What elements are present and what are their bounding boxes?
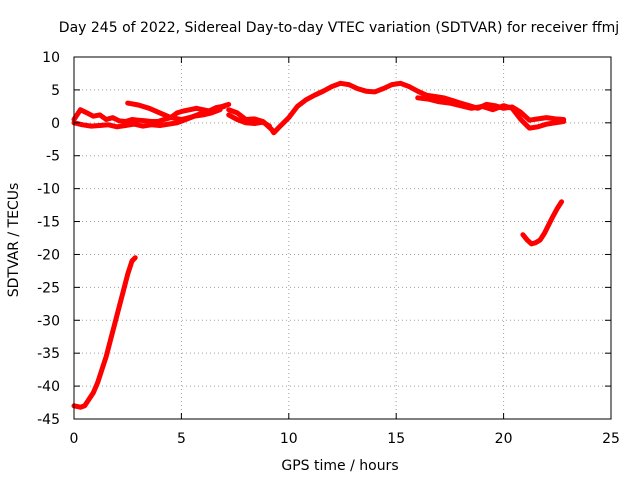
y-tick-label: 5 xyxy=(51,83,60,99)
plot-area-border xyxy=(73,56,612,420)
grid-lines xyxy=(74,57,611,419)
axis-ticks: 0 5 10 15 20 25 10 5 0 -5 -10 -15 -20 -25 -30 -35 -40 -45 xyxy=(37,50,620,447)
y-axis-label: SDTVAR / TECUs xyxy=(6,183,22,298)
y-tick-label: -40 xyxy=(37,379,60,395)
x-tick-label: 25 xyxy=(602,431,620,447)
data-trace-segment xyxy=(71,255,138,410)
y-tick-label: -30 xyxy=(37,313,60,329)
y-tick-label: 0 xyxy=(51,116,60,132)
x-tick-label: 15 xyxy=(387,431,405,447)
chart-title: Day 245 of 2022, Sidereal Day-to-day VTE… xyxy=(59,20,619,36)
x-tick-label: 5 xyxy=(177,431,186,447)
data-trace-segment xyxy=(226,112,272,129)
data-trace-segment xyxy=(125,100,227,122)
y-tick-label: -10 xyxy=(37,182,60,198)
data-trace-segment xyxy=(415,95,567,131)
y-tick-label: -5 xyxy=(46,149,60,165)
x-tick-label: 0 xyxy=(70,431,79,447)
y-tick-label: -20 xyxy=(37,247,60,263)
x-tick-label: 20 xyxy=(495,431,513,447)
x-axis-label: GPS time / hours xyxy=(281,458,398,474)
data-trace-segment xyxy=(520,199,565,247)
x-tick-label: 10 xyxy=(280,431,298,447)
data-series xyxy=(71,80,567,410)
y-tick-label: -45 xyxy=(37,412,60,428)
data-trace-segment xyxy=(71,101,232,124)
y-tick-label: -25 xyxy=(37,280,60,296)
y-tick-label: -35 xyxy=(37,346,60,362)
y-tick-label: -15 xyxy=(37,215,60,231)
y-tick-label: 10 xyxy=(42,50,60,66)
